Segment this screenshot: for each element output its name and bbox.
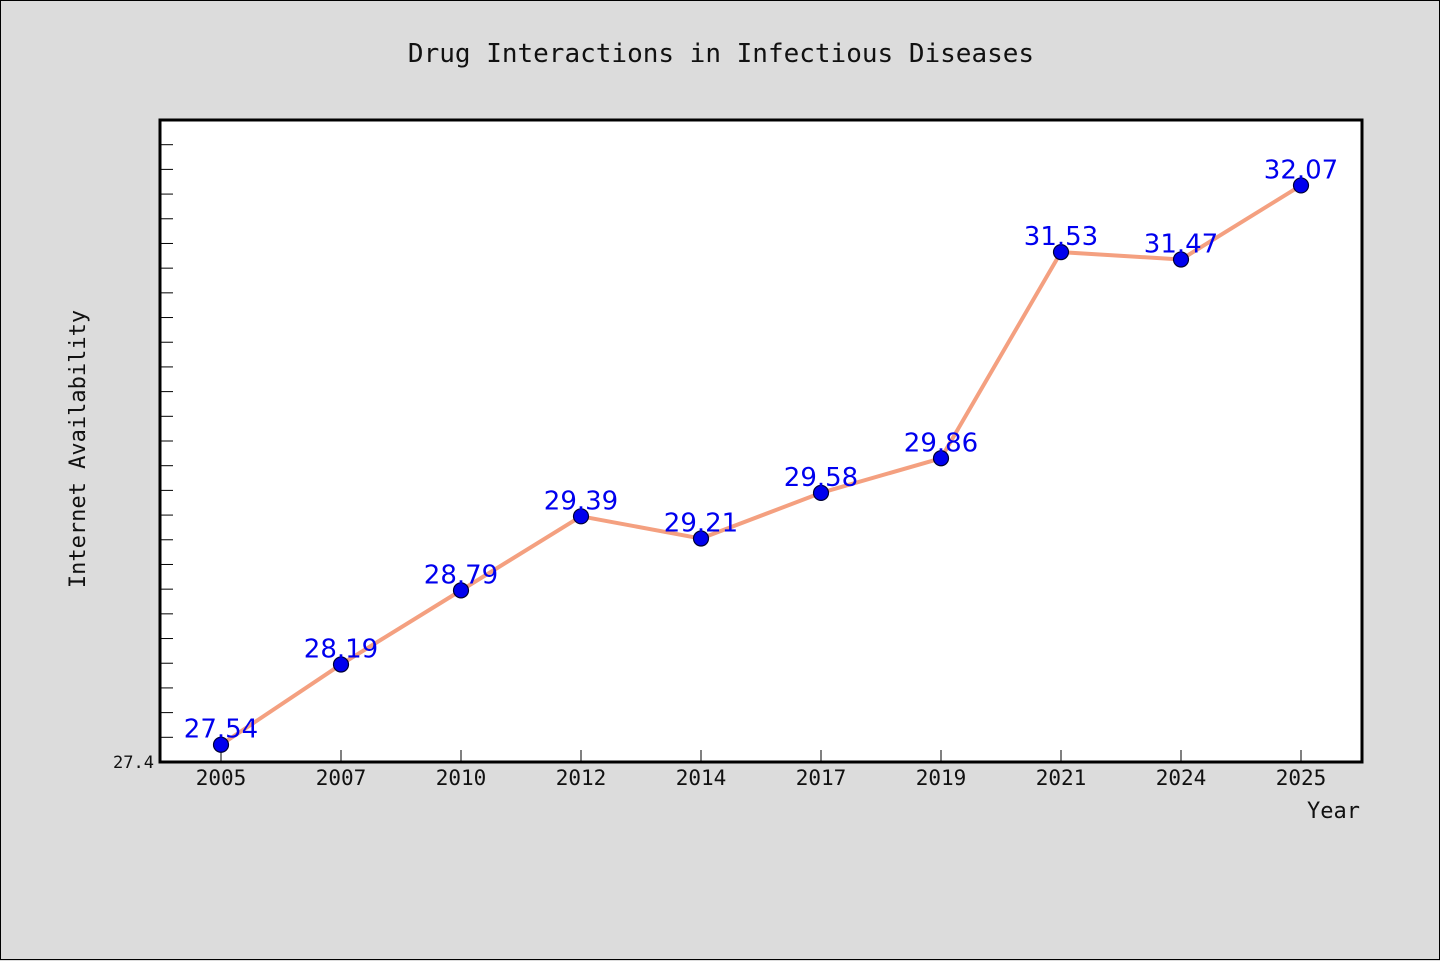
data-point [1292, 177, 1310, 194]
series-layer [212, 177, 1310, 753]
y-axis-tick-labels: 27.4 [113, 753, 154, 773]
data-label: 28.19 [304, 634, 378, 664]
data-point [932, 450, 950, 467]
data-label: 29.21 [664, 509, 738, 539]
data-point [212, 736, 230, 753]
plot-area [158, 118, 1364, 764]
x-tick-label: 2005 [196, 766, 247, 790]
data-label: 27.54 [184, 715, 258, 745]
data-label: 31.53 [1024, 222, 1098, 252]
data-point [1172, 251, 1190, 268]
data-label: 31.47 [1144, 230, 1218, 260]
x-tick-label: 2021 [1036, 766, 1087, 790]
data-point [572, 508, 590, 525]
data-label: 29.39 [544, 486, 618, 516]
x-tick-label: 2010 [436, 766, 487, 790]
y-tick-label: 27.4 [113, 753, 154, 773]
data-point [812, 484, 830, 501]
data-label: 28.79 [424, 560, 498, 590]
data-labels-layer: 27.54 28.19 28.79 29.39 29.21 29.58 29.86 31.53… [184, 155, 1338, 744]
data-label: 29.86 [904, 428, 978, 458]
x-tick-label: 2007 [316, 766, 367, 790]
x-tick-label: 2019 [916, 766, 967, 790]
chart-title: Drug Interactions in Infectious Diseases [408, 39, 1034, 69]
x-tick-label: 2012 [556, 766, 607, 790]
data-label: 29.58 [784, 463, 858, 493]
x-tick-label: 2014 [676, 766, 727, 790]
x-tick-label: 2024 [1156, 766, 1207, 790]
y-axis-ticks [160, 119, 173, 763]
data-point [452, 582, 470, 599]
data-point [332, 656, 350, 673]
x-tick-label: 2025 [1276, 766, 1327, 790]
y-axis-label: Internet Availability [66, 310, 91, 588]
x-axis-label: Year [1307, 799, 1360, 824]
x-tick-label: 2017 [796, 766, 847, 790]
data-label: 32.07 [1264, 155, 1338, 185]
series-line [219, 183, 1303, 747]
data-point [692, 530, 710, 547]
x-axis-tick-labels: 2005 2007 2010 2012 2014 2017 2019 2021 2024 2025 [196, 766, 1327, 790]
data-point [1052, 244, 1070, 261]
